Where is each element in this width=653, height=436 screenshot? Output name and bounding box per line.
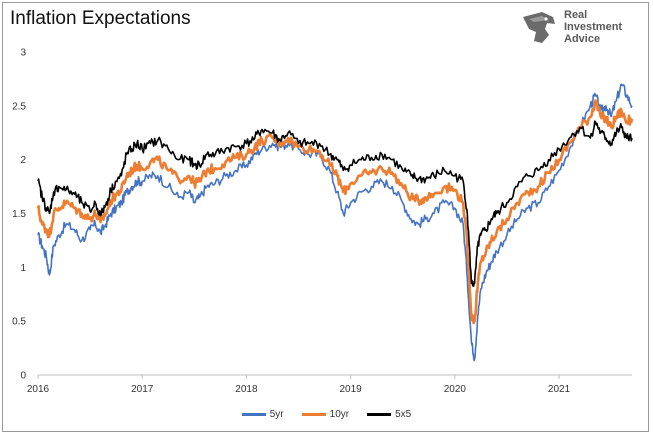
y-tick-label: 0.5 (12, 317, 26, 328)
x-tick-label: 2017 (131, 384, 154, 395)
y-tick-label: 3 (20, 48, 26, 59)
x-tick-label: 2021 (548, 384, 571, 395)
legend-swatch-5yr (241, 413, 266, 416)
series-group (36, 83, 634, 362)
chart-title: Inflation Expectations (10, 8, 191, 29)
axes-group: 0 0.5 1 1.5 2 2.5 3 2016 2017 2018 2019 2020 2021 (12, 48, 632, 395)
series-line-5yr (37, 83, 633, 362)
x-tick-label: 2018 (235, 384, 258, 395)
y-tick-label: 1 (20, 263, 26, 274)
x-tick-label: 2020 (444, 384, 467, 395)
y-tick-label: 2 (20, 155, 26, 166)
brand-line-2: Investment (564, 21, 623, 33)
x-tick-label: 2016 (27, 384, 50, 395)
series-line-5x5 (37, 120, 633, 287)
chart-frame (2, 2, 649, 432)
eagle-head-icon (523, 12, 555, 43)
legend-label-10yr: 10yr (329, 409, 350, 420)
legend-item-5yr: 5yr (241, 409, 284, 420)
brand-line-1: Real (564, 9, 588, 21)
legend-label-5x5: 5x5 (395, 409, 412, 420)
y-tick-label: 1.5 (12, 209, 26, 220)
y-tick-label: 2.5 (12, 101, 26, 112)
legend-item-5x5: 5x5 (367, 409, 411, 420)
legend-item-10yr: 10yr (301, 409, 350, 420)
brand-logo: Real Investment Advice (520, 8, 640, 48)
legend-swatch-5x5 (367, 413, 392, 416)
legend: 5yr 10yr 5x5 (0, 409, 653, 420)
y-tick-label: 0 (20, 371, 26, 382)
series-line-10yr (36, 99, 634, 325)
legend-swatch-10yr (301, 413, 326, 416)
legend-label-5yr: 5yr (269, 409, 284, 420)
brand-line-3: Advice (564, 33, 601, 45)
x-tick-label: 2019 (340, 384, 363, 395)
